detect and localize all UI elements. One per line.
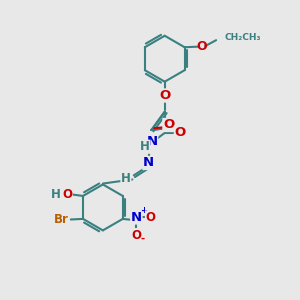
Text: N: N (131, 211, 142, 224)
Text: O: O (131, 229, 141, 242)
Text: O: O (62, 188, 72, 201)
Text: CH₂CH₃: CH₂CH₃ (224, 33, 261, 42)
Text: H: H (140, 140, 150, 153)
Text: -: - (140, 234, 144, 244)
Text: H: H (51, 188, 61, 201)
Text: O: O (163, 118, 174, 131)
Text: O: O (174, 126, 186, 139)
Text: O: O (196, 40, 207, 53)
Text: +: + (140, 206, 147, 215)
Text: N: N (146, 135, 158, 148)
Text: N: N (143, 157, 154, 169)
Text: O: O (146, 211, 155, 224)
Text: Br: Br (54, 213, 69, 226)
Text: H: H (121, 172, 131, 185)
Text: O: O (159, 89, 170, 102)
